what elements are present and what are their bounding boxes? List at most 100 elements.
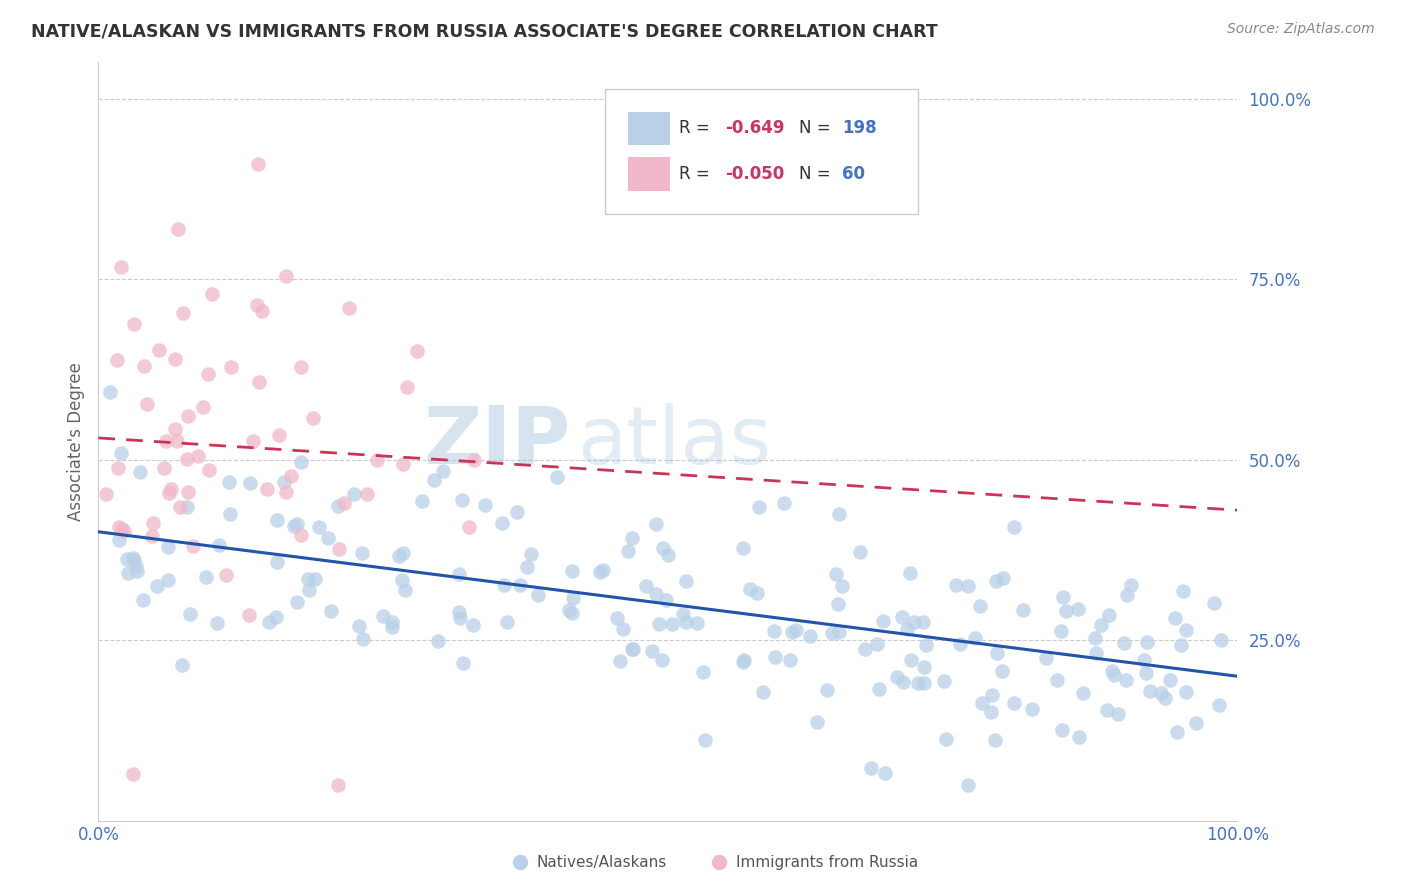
Point (172, 306, 194, 320)
Point (250, 303, 273, 318)
Point (432, 465, 454, 479)
Point (661, 616, 683, 631)
Point (617, 543, 640, 558)
Point (285, 595, 308, 609)
Point (381, 619, 404, 633)
Point (1114, 636, 1136, 650)
Point (1104, 668, 1126, 682)
Point (176, 500, 198, 514)
Point (495, 615, 517, 630)
Point (780, 624, 803, 639)
Point (763, 650, 786, 665)
Point (297, 572, 319, 586)
Point (911, 615, 934, 629)
Point (1208, 698, 1230, 712)
Point (98, 384, 121, 399)
Point (1164, 611, 1187, 625)
Point (160, 482, 183, 496)
Point (983, 732, 1005, 747)
Text: ZIP: ZIP (423, 402, 571, 481)
Point (1071, 686, 1094, 700)
Point (828, 507, 851, 521)
Point (157, 540, 180, 554)
Point (1136, 634, 1159, 648)
Point (893, 674, 915, 689)
Point (562, 591, 585, 606)
Point (463, 617, 485, 632)
Point (986, 646, 1008, 660)
Point (110, 446, 132, 460)
Point (146, 579, 169, 593)
FancyBboxPatch shape (628, 157, 671, 191)
Point (868, 681, 890, 696)
Point (155, 434, 177, 448)
Point (218, 475, 240, 489)
Point (266, 513, 288, 527)
Point (686, 616, 709, 631)
Point (267, 428, 290, 442)
Point (605, 611, 627, 625)
Point (321, 604, 343, 618)
Point (427, 633, 450, 648)
Point (969, 599, 991, 613)
Point (1067, 730, 1090, 744)
Point (387, 549, 409, 564)
Point (366, 453, 388, 467)
Point (181, 539, 204, 553)
Point (112, 524, 135, 538)
Point (264, 610, 287, 624)
Point (963, 631, 986, 645)
Point (127, 564, 149, 578)
Point (651, 541, 673, 555)
Point (349, 619, 371, 633)
Point (1002, 696, 1025, 710)
Point (827, 597, 849, 611)
Point (934, 674, 956, 689)
Point (274, 268, 297, 283)
Point (191, 400, 214, 414)
Point (187, 449, 209, 463)
Point (980, 705, 1002, 719)
Point (692, 665, 714, 679)
Point (886, 670, 908, 684)
Text: 198: 198 (842, 120, 877, 137)
Point (141, 529, 163, 543)
Point (779, 653, 801, 667)
Point (392, 457, 415, 471)
Point (1107, 706, 1129, 721)
Point (273, 475, 295, 490)
Point (623, 641, 645, 656)
Point (527, 588, 550, 602)
Point (153, 460, 176, 475)
Text: 60: 60 (842, 165, 865, 183)
Point (176, 451, 198, 466)
Point (215, 567, 238, 582)
Point (872, 614, 894, 628)
Point (422, 473, 444, 487)
Point (1067, 602, 1090, 616)
Point (785, 624, 807, 638)
Point (302, 411, 325, 425)
Point (825, 567, 848, 582)
Y-axis label: Associate's Degree: Associate's Degree (66, 362, 84, 521)
Point (831, 579, 853, 593)
Point (592, 563, 614, 577)
Point (328, 541, 350, 556)
Point (748, 500, 770, 514)
Point (956, 778, 979, 792)
Point (1084, 631, 1107, 645)
Point (890, 610, 912, 624)
Point (733, 655, 755, 669)
Point (125, 558, 148, 573)
Point (806, 714, 828, 729)
Point (197, 367, 219, 381)
Point (620, 642, 643, 657)
Point (949, 637, 972, 651)
Text: -0.649: -0.649 (725, 120, 785, 137)
Point (395, 380, 418, 394)
Text: N =: N = (799, 120, 835, 137)
Point (1171, 584, 1194, 599)
Point (239, 475, 262, 490)
Point (981, 689, 1004, 703)
Point (218, 507, 240, 521)
